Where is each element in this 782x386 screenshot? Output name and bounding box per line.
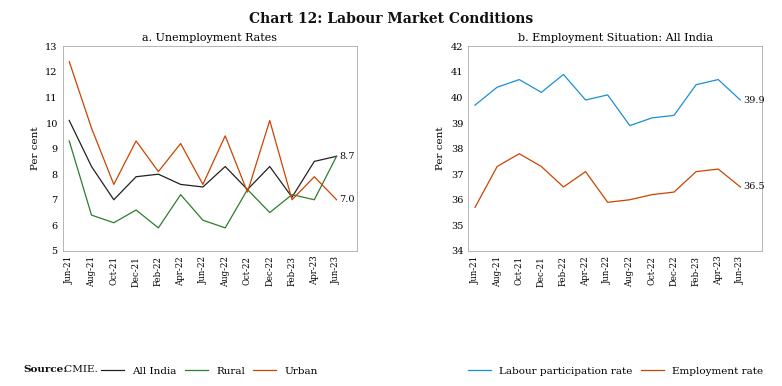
Urban [131,139,141,143]
Rural [154,225,163,230]
Urban [176,141,185,146]
Labour participation rate [691,82,701,87]
All India [87,164,96,169]
Rural [221,225,230,230]
Urban [109,182,119,187]
Line: Labour participation rate: Labour participation rate [475,74,741,125]
Employment rate [691,169,701,174]
Urban [87,126,96,130]
Urban [332,197,341,202]
All India [265,164,274,169]
Employment rate [625,197,634,202]
Labour participation rate [559,72,569,77]
Urban [310,174,319,179]
Line: Urban: Urban [70,62,336,200]
Labour participation rate [736,98,745,102]
Employment rate [559,185,569,189]
Rural [310,197,319,202]
Employment rate [581,169,590,174]
Labour participation rate [515,77,524,82]
All India [242,187,252,192]
Text: 8.7: 8.7 [339,152,355,161]
Y-axis label: Per cent: Per cent [30,127,40,171]
Rural [87,213,96,217]
Rural [176,192,185,197]
Title: b. Employment Situation: All India: b. Employment Situation: All India [518,33,713,43]
Employment rate [669,190,679,195]
All India [332,154,341,159]
Rural [109,220,119,225]
Urban [287,197,296,202]
Text: 39.9: 39.9 [743,95,765,105]
Employment rate [493,164,502,169]
Legend: Labour participation rate, Employment rate: Labour participation rate, Employment ra… [464,362,767,380]
Labour participation rate [581,98,590,102]
Line: All India: All India [70,120,336,200]
Employment rate [736,185,745,189]
Employment rate [515,151,524,156]
Rural [198,218,207,222]
All India [221,164,230,169]
Legend: All India, Rural, Urban: All India, Rural, Urban [97,362,322,380]
All India [310,159,319,164]
All India [176,182,185,187]
Y-axis label: Per cent: Per cent [436,127,446,171]
All India [131,174,141,179]
Urban [265,118,274,123]
Urban [221,134,230,138]
Employment rate [647,192,657,197]
Title: a. Unemployment Rates: a. Unemployment Rates [142,33,277,43]
Text: Source:: Source: [23,366,67,374]
Rural [287,192,296,197]
Employment rate [536,164,546,169]
Employment rate [713,167,723,171]
All India [198,185,207,189]
Urban [154,169,163,174]
Rural [242,187,252,192]
Labour participation rate [647,115,657,120]
Labour participation rate [669,113,679,118]
Text: Chart 12: Labour Market Conditions: Chart 12: Labour Market Conditions [249,12,533,25]
Labour participation rate [603,93,612,97]
Rural [265,210,274,215]
Rural [65,139,74,143]
Employment rate [470,205,479,210]
Urban [198,182,207,187]
Text: 7.0: 7.0 [339,195,355,204]
Employment rate [603,200,612,205]
Labour participation rate [536,90,546,95]
All India [109,197,119,202]
Urban [65,59,74,64]
Rural [332,154,341,159]
Labour participation rate [713,77,723,82]
Text: CMIE.: CMIE. [61,366,98,374]
Labour participation rate [493,85,502,90]
Rural [131,208,141,212]
Line: Rural: Rural [70,141,336,228]
All India [287,195,296,200]
All India [154,172,163,176]
Urban [242,190,252,195]
Labour participation rate [625,123,634,128]
Line: Employment rate: Employment rate [475,154,741,207]
All India [65,118,74,123]
Text: 36.5: 36.5 [743,183,765,191]
Labour participation rate [470,103,479,107]
